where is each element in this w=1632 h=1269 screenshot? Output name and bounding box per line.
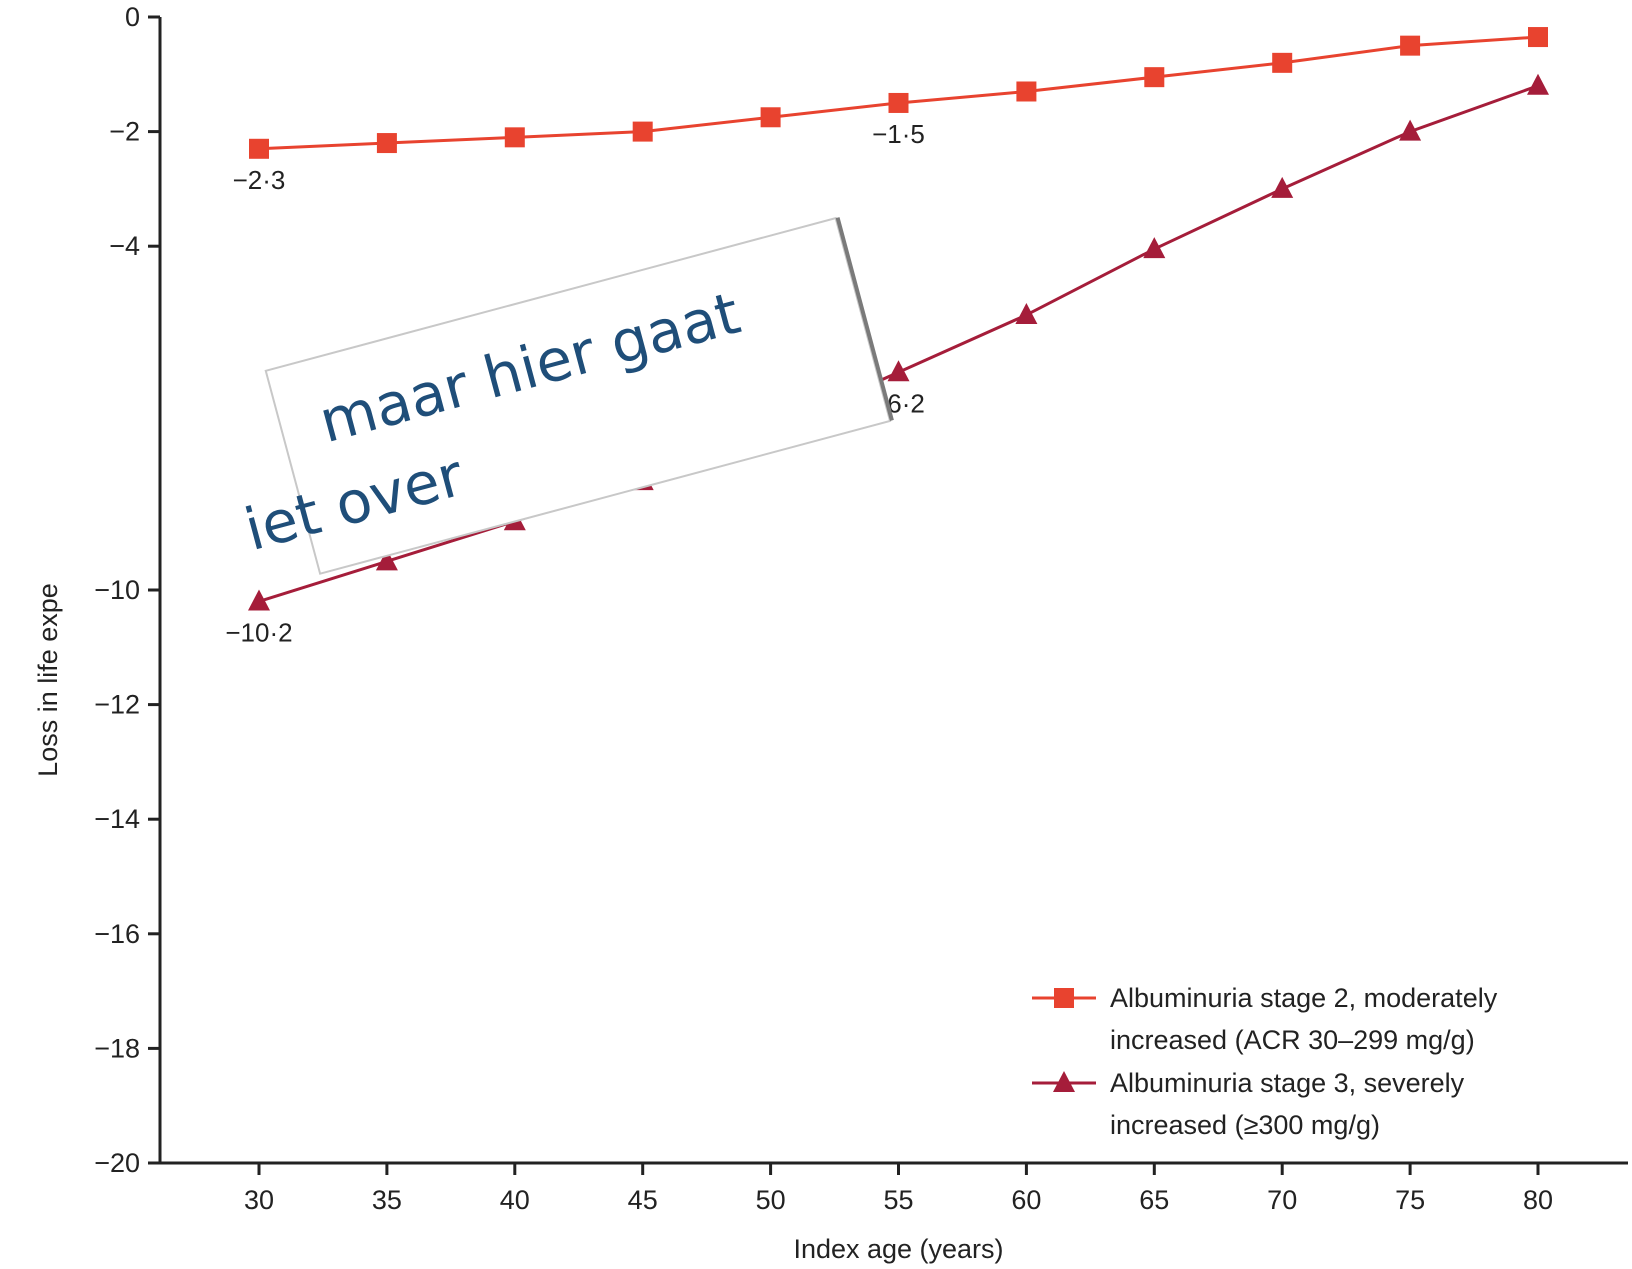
- x-tick-label: 80: [1523, 1185, 1553, 1215]
- data-labels: −2·3−1·5−6·2−10·2: [225, 119, 925, 648]
- y-tick-label: −16: [94, 919, 140, 949]
- data-point-triangle: [1143, 237, 1166, 259]
- legend-swatch-marker: [1053, 1071, 1075, 1092]
- data-point-square: [249, 138, 269, 159]
- x-tick-label: 55: [883, 1185, 913, 1215]
- x-tick-label: 40: [500, 1185, 530, 1215]
- legend-entry-1: Albuminuria stage 2, moderately increased…: [1032, 983, 1498, 1055]
- data-point-square: [1528, 27, 1548, 48]
- x-tick-label: 60: [1011, 1185, 1041, 1215]
- y-tick-label: −14: [94, 804, 140, 834]
- x-tick-label: 70: [1267, 1185, 1297, 1215]
- legend-label: Albuminuria stage 3, severely: [1110, 1068, 1465, 1098]
- data-point-triangle: [1271, 176, 1294, 198]
- data-label: −2·3: [233, 165, 286, 195]
- y-axis-title: Loss in life expe: [33, 583, 63, 777]
- data-point-triangle: [1527, 73, 1549, 95]
- legend-label: increased (≥300 mg/g): [1110, 1110, 1380, 1140]
- data-point-square: [1400, 35, 1421, 56]
- data-point-square: [760, 107, 781, 128]
- legend: Albuminuria stage 2, moderately increased…: [1032, 983, 1498, 1140]
- data-point-triangle: [887, 360, 910, 382]
- x-axis-title: Index age (years): [793, 1234, 1003, 1264]
- x-tick-label: 65: [1139, 1185, 1169, 1215]
- x-tick-label: 75: [1395, 1185, 1425, 1215]
- data-point-square: [504, 127, 525, 148]
- data-point-triangle: [375, 549, 398, 571]
- data-point-square: [632, 121, 653, 142]
- data-point-triangle: [1399, 119, 1422, 141]
- y-tick-label: −10: [94, 575, 140, 605]
- axes: 0 −2 −4 −10 −12 −14 −16 −18 −20 30 35 40 45 50 55 60 65 7…: [94, 2, 1628, 1215]
- data-point-square: [1016, 81, 1037, 102]
- x-tick-label: 30: [244, 1185, 274, 1215]
- callout-shadow: [835, 217, 894, 421]
- y-tick-label: −20: [94, 1148, 140, 1178]
- data-point-triangle: [1015, 302, 1038, 324]
- y-axis-title-group: Loss in life expe: [33, 583, 63, 777]
- x-tick-label: 35: [372, 1185, 402, 1215]
- y-tick-label: −2: [109, 117, 140, 147]
- data-label: −10·2: [225, 617, 292, 647]
- data-point-square: [1144, 67, 1165, 88]
- y-tick-label: −4: [109, 231, 140, 261]
- x-tick-label: 45: [628, 1185, 658, 1215]
- data-point-square: [888, 92, 909, 113]
- callout-note: maar hier gaat iet over: [238, 216, 894, 575]
- legend-label: Albuminuria stage 2, moderately: [1110, 983, 1498, 1013]
- y-tick-label: −18: [94, 1033, 140, 1063]
- y-tick-label: −12: [94, 690, 140, 720]
- data-point-square: [1272, 52, 1293, 73]
- data-label: −1·5: [872, 119, 925, 149]
- y-tick-label: 0: [125, 2, 140, 32]
- data-point-triangle: [248, 589, 270, 611]
- data-point-square: [376, 133, 397, 154]
- legend-entry-2: Albuminuria stage 3, severely increased (…: [1032, 1068, 1465, 1140]
- legend-swatch-marker: [1054, 988, 1074, 1008]
- series-1: [249, 27, 1548, 159]
- legend-label: increased (ACR 30–299 mg/g): [1110, 1025, 1475, 1055]
- x-tick-label: 50: [756, 1185, 786, 1215]
